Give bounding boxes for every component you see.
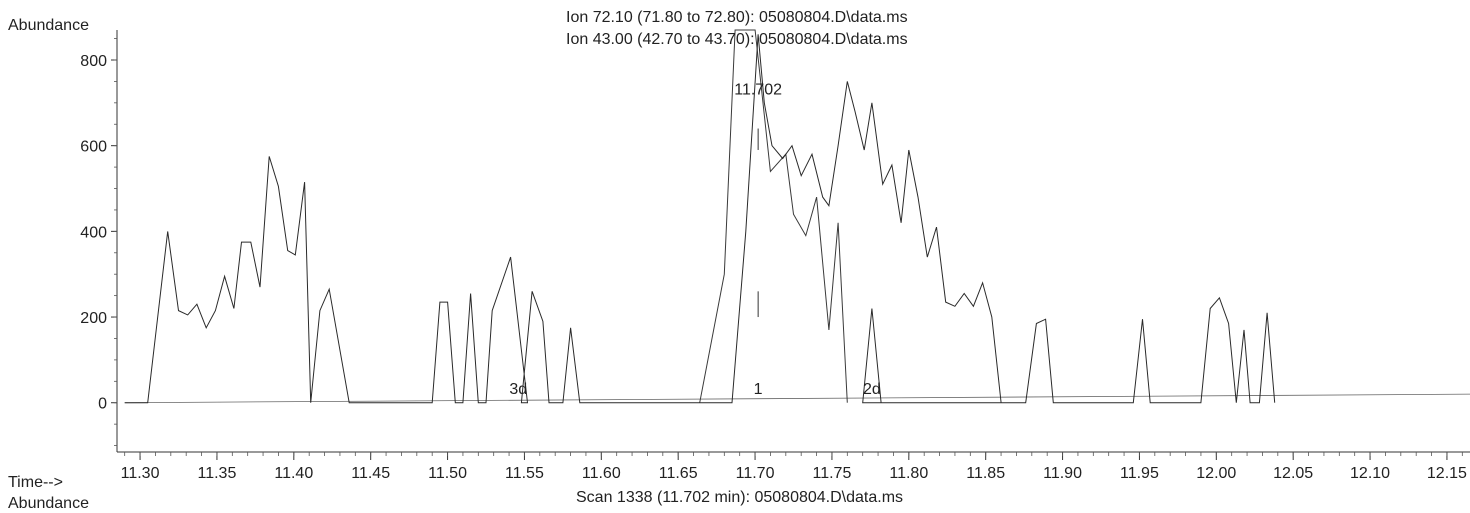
baseline — [124, 393, 1470, 404]
x-tick-label: 11.55 — [505, 465, 544, 482]
x-tick-label: 11.80 — [889, 465, 928, 482]
x-tick-label: 11.65 — [659, 465, 698, 482]
y-axis-title: Abundance — [8, 17, 89, 34]
x-tick-label: 11.70 — [736, 465, 775, 482]
series-line-1 — [699, 29, 848, 403]
x-tick-label: 12.15 — [1427, 465, 1467, 482]
x-tick-label: 11.40 — [274, 465, 313, 482]
legend-ion-72: Ion 72.10 (71.80 to 72.80): 05080804.D\d… — [566, 9, 908, 26]
x-tick-label: 11.50 — [428, 465, 467, 482]
y-tick-label: 200 — [80, 310, 107, 327]
y-tick-label: 600 — [80, 139, 107, 156]
x-tick-label: 12.00 — [1196, 465, 1236, 482]
peak-label: 11.702 — [734, 81, 782, 98]
x-tick-label: 11.45 — [351, 465, 390, 482]
peak-label: 1 — [754, 381, 763, 398]
x-tick-label: 11.30 — [121, 465, 160, 482]
x-tick-label: 11.75 — [813, 465, 852, 482]
peak-label: 2d — [863, 381, 881, 398]
x-tick-label: 11.60 — [582, 465, 621, 482]
x-axis-prefix: Time--> — [8, 474, 63, 491]
x-tick-label: 11.95 — [1120, 465, 1159, 482]
y-tick-label: 0 — [98, 396, 107, 413]
series-line-2 — [124, 34, 1276, 404]
bottom-abundance-label: Abundance — [8, 495, 89, 512]
x-tick-label: 11.90 — [1043, 465, 1082, 482]
x-tick-label: 11.35 — [198, 465, 237, 482]
x-tick-label: 11.85 — [966, 465, 1005, 482]
y-tick-label: 800 — [80, 53, 107, 70]
legend-ion-43: Ion 43.00 (42.70 to 43.70): 05080804.D\d… — [566, 31, 908, 48]
x-tick-label: 12.10 — [1350, 465, 1390, 482]
y-tick-label: 400 — [80, 224, 107, 241]
scan-footer: Scan 1338 (11.702 min): 05080804.D\data.… — [576, 489, 904, 506]
peak-label: 3d — [509, 381, 527, 398]
x-tick-label: 12.05 — [1273, 465, 1313, 482]
